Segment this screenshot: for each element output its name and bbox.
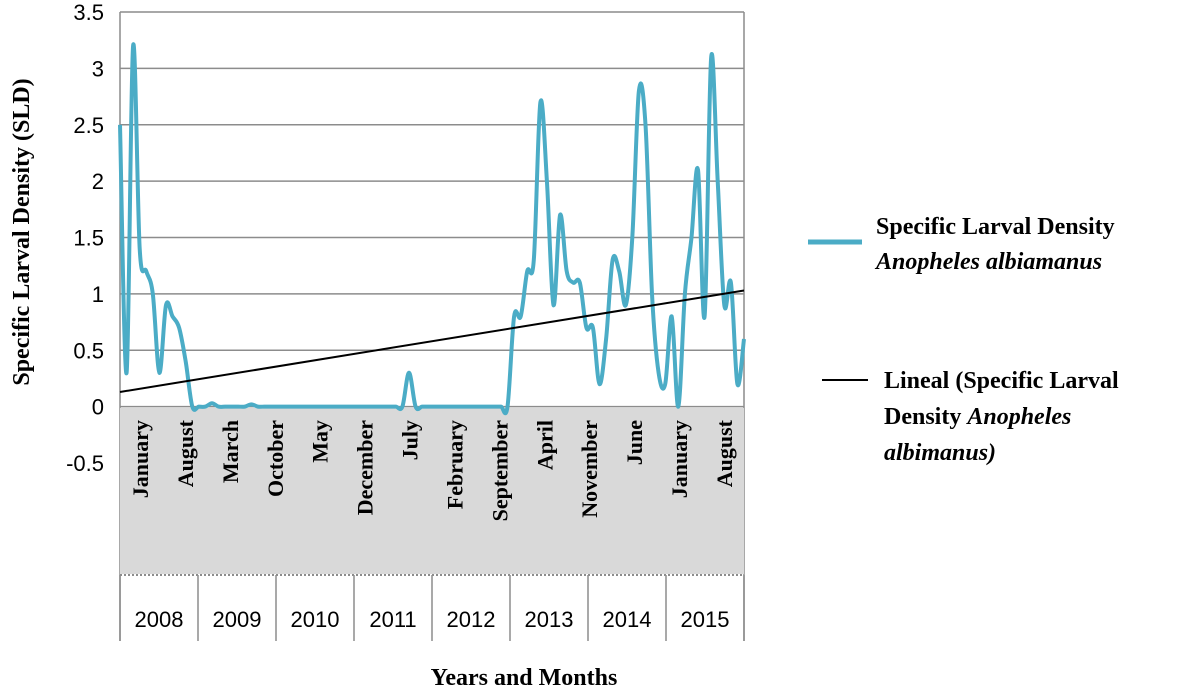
legend-label-line: albimanus) bbox=[884, 440, 996, 466]
y-tick-label: 1.5 bbox=[73, 226, 104, 251]
legend-label-line: Density Anopheles bbox=[884, 404, 1071, 430]
y-tick-label: -0.5 bbox=[66, 451, 104, 476]
legend-label-part: Lineal (Specific Larval bbox=[884, 368, 1119, 394]
x-year-label: 2013 bbox=[525, 607, 574, 632]
x-month-label: December bbox=[353, 420, 378, 516]
x-year-label: 2014 bbox=[603, 607, 652, 632]
legend-label-part: albimanus) bbox=[884, 440, 996, 466]
y-tick-label: 1 bbox=[92, 282, 104, 307]
x-year-label: 2008 bbox=[135, 607, 184, 632]
x-year-labels: 2008 2009 2010 2011 2012 2013 2014 2015 bbox=[135, 607, 730, 632]
category-separators bbox=[119, 574, 745, 641]
x-year-label: 2012 bbox=[447, 607, 496, 632]
y-tick-label: 0 bbox=[92, 395, 104, 420]
x-month-label: January bbox=[128, 420, 153, 498]
x-year-label: 2009 bbox=[213, 607, 262, 632]
y-axis-title: Specific Larval Density (SLD) bbox=[9, 78, 35, 385]
x-month-label: November bbox=[577, 420, 602, 518]
y-tick-label: 0.5 bbox=[73, 338, 104, 363]
x-month-label: March bbox=[218, 420, 243, 483]
x-month-label: February bbox=[442, 420, 467, 509]
legend-label-line: Specific Larval Density bbox=[876, 214, 1115, 240]
legend-label-part: Density bbox=[884, 404, 967, 430]
plot-series bbox=[118, 42, 746, 416]
x-month-label: August bbox=[712, 419, 737, 487]
y-tick-label: 2.5 bbox=[73, 113, 104, 138]
legend-label-line: Anopheles albiamanus bbox=[874, 249, 1102, 275]
legend-label-part: Anopheles bbox=[965, 404, 1071, 430]
legend-label-part: Specific Larval Density bbox=[876, 214, 1115, 240]
series-line-larval-density bbox=[118, 42, 746, 416]
x-month-labels: January August March October May December July… bbox=[128, 419, 737, 521]
x-year-label: 2010 bbox=[291, 607, 340, 632]
legend-label-line: Lineal (Specific Larval bbox=[884, 368, 1119, 394]
series-line-trend bbox=[119, 289, 745, 393]
y-tick-label: 3.5 bbox=[73, 0, 104, 25]
x-month-label: June bbox=[622, 420, 647, 465]
legend-label-part: Anopheles albiamanus bbox=[874, 249, 1102, 275]
category-label-band bbox=[120, 408, 744, 574]
x-axis-title: Years and Months bbox=[431, 665, 618, 691]
x-month-label: July bbox=[398, 420, 423, 460]
y-tick-label: 2 bbox=[92, 169, 104, 194]
y-tick-label: 3 bbox=[92, 56, 104, 81]
x-year-label: 2015 bbox=[681, 607, 730, 632]
legend: Specific Larval Density Anopheles albiama… bbox=[808, 214, 1119, 466]
x-month-label: April bbox=[532, 420, 557, 470]
x-month-label: September bbox=[487, 420, 512, 522]
y-tick-labels: 3.5 3 2.5 2 1.5 1 0.5 0 -0.5 bbox=[66, 0, 104, 476]
x-month-label: August bbox=[173, 419, 198, 487]
x-month-label: October bbox=[263, 420, 288, 497]
x-month-label: May bbox=[308, 420, 333, 463]
x-month-label: January bbox=[667, 420, 692, 498]
x-year-label: 2011 bbox=[369, 607, 416, 632]
